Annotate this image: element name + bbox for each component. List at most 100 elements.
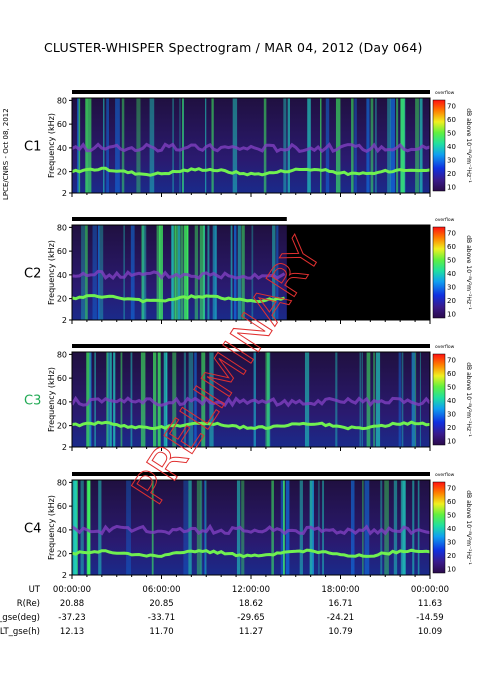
emission-streak (200, 480, 203, 575)
panel-border (71, 479, 431, 576)
emission-streak (307, 98, 311, 193)
xtick-label: 12:00:00 (232, 585, 270, 595)
figure-title: CLUSTER-WHISPER Spectrogram / MAR 04, 20… (44, 40, 423, 55)
emission-streak (350, 480, 355, 575)
colorbar-label: dB above 10⁻⁸V²m⁻²Hz⁻¹ (465, 490, 472, 565)
ytick-label: 60 (57, 120, 67, 129)
ytick-label: 60 (57, 247, 67, 256)
emission-streak (283, 480, 285, 575)
emission-streak (158, 225, 163, 320)
ylabel: Frequency (kHz) (47, 240, 56, 305)
emission-streak (140, 352, 146, 447)
emission-streak (152, 352, 157, 447)
emission-streak (415, 98, 419, 193)
plasma-line (71, 420, 431, 431)
xtick-label: 00:00:00 (411, 585, 449, 595)
ephemeris-value: 18.62 (239, 599, 263, 609)
emission-streak (393, 480, 398, 575)
coverage-bar (72, 344, 430, 348)
emission-streak (411, 352, 416, 447)
xtick-label: 00:00:00 (53, 585, 91, 595)
upper-band (71, 269, 286, 281)
xtick-label: 18:00:00 (321, 585, 359, 595)
ephemeris-value: -24.21 (327, 613, 354, 623)
panel-c4 (69, 472, 446, 579)
colorbar-tick: 20 (447, 170, 456, 178)
ephemeris-label: UT (29, 585, 41, 595)
colorbar-overflow-label: overflow (435, 90, 455, 96)
emission-streak (98, 480, 102, 575)
emission-streak (419, 352, 421, 447)
emission-streak (165, 352, 168, 447)
panel-c3 (69, 344, 446, 451)
emission-streak (136, 98, 141, 193)
emission-streak (194, 225, 199, 320)
emission-streak (251, 225, 254, 320)
colorbar (432, 99, 446, 192)
ylabel: Frequency (kHz) (47, 367, 56, 432)
ytick-label: 40 (57, 398, 67, 407)
emission-streak (412, 480, 415, 575)
colorbar-tick: 50 (447, 384, 456, 392)
emission-streak (183, 352, 187, 447)
emission-streak (123, 225, 125, 320)
colorbar-tick: 40 (447, 525, 456, 533)
emission-streak (361, 480, 364, 575)
emission-streak (183, 225, 188, 320)
colorbar-tick: 10 (447, 311, 456, 319)
ephemeris-value: 16.71 (328, 599, 352, 609)
ytick-label: 2 (62, 189, 67, 198)
ytick-label: 20 (57, 295, 67, 304)
panel-label: C1 (24, 140, 41, 155)
emission-streak (113, 352, 116, 447)
emission-streak (230, 225, 233, 320)
emission-streak (205, 480, 207, 575)
colorbar (432, 226, 446, 319)
ephemeris-value: -14.59 (416, 613, 443, 623)
emission-streak (335, 98, 341, 193)
emission-streak (232, 98, 238, 193)
colorbar-tick: 60 (447, 243, 456, 251)
emission-streak (283, 98, 287, 193)
emission-streak (171, 225, 174, 320)
colorbar-tick: 20 (447, 297, 456, 305)
emission-streak (320, 98, 322, 193)
emission-streak (177, 225, 181, 320)
colorbar-tick: 70 (447, 485, 456, 493)
ytick-label: 2 (62, 571, 67, 580)
ephemeris-value: 11.27 (239, 627, 263, 637)
ytick-label: 80 (57, 223, 67, 232)
colorbar-tick: 70 (447, 230, 456, 238)
colorbar-overflow-label: overflow (435, 472, 455, 478)
emission-streak (376, 352, 381, 447)
ylabel: Frequency (kHz) (47, 495, 56, 560)
colorbar-tick: 60 (447, 370, 456, 378)
ephemeris-value: 20.88 (60, 599, 84, 609)
emission-streak (387, 98, 391, 193)
colorbar-tick: 40 (447, 397, 456, 405)
emission-streak (179, 98, 181, 193)
ytick-label: 20 (57, 168, 67, 177)
emission-streak (86, 352, 91, 447)
upper-band (71, 523, 431, 536)
panel-label: C2 (24, 267, 41, 282)
emission-streak (390, 98, 395, 193)
panel-c1 (69, 90, 446, 197)
emission-streak (130, 225, 135, 320)
emission-streak (241, 480, 245, 575)
emission-streak (151, 480, 154, 575)
colorbar-label: dB above 10⁻⁸V²m⁻²Hz⁻¹ (465, 108, 472, 183)
ytick-label: 80 (57, 478, 67, 487)
emission-streak (265, 352, 270, 447)
colorbar-tick: 40 (447, 143, 456, 151)
emission-streak (237, 225, 241, 320)
spectrogram-data (72, 480, 430, 575)
colorbar (432, 481, 446, 574)
ephemeris-value: -33.71 (148, 613, 175, 623)
ephemeris-value: -37.23 (58, 613, 85, 623)
coverage-bar (72, 472, 430, 476)
emission-streak (157, 352, 161, 447)
coverage-bar (72, 217, 287, 221)
ytick-label: 40 (57, 526, 67, 535)
